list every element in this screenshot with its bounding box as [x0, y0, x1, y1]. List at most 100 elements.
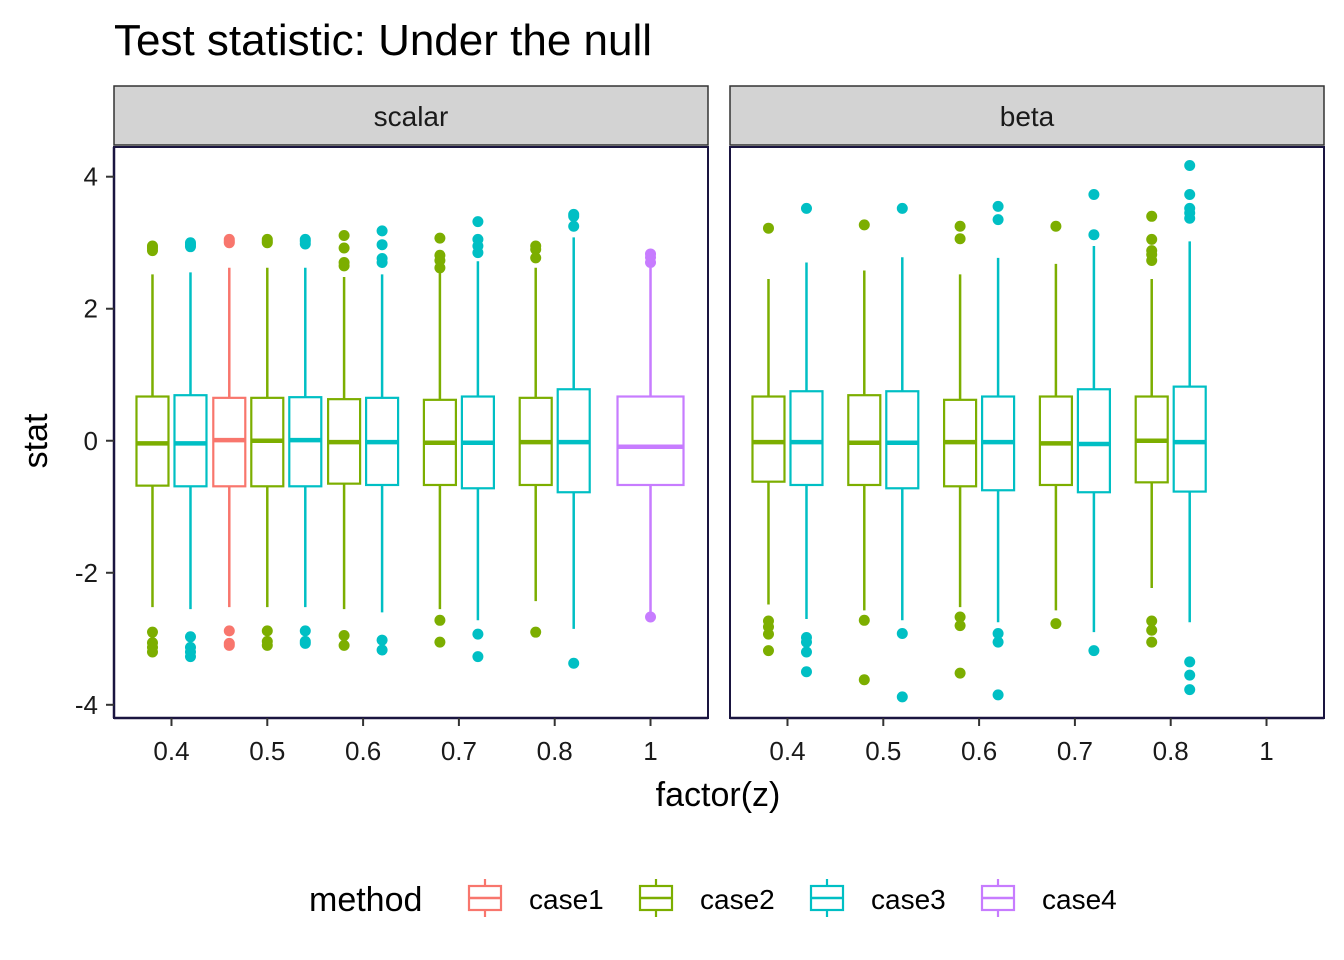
outlier-point [184, 631, 196, 643]
outlier-point [568, 210, 580, 222]
outlier-point [992, 214, 1004, 226]
box-case2-0.6 [326, 229, 362, 651]
box-case2-0.8 [518, 240, 553, 638]
outlier-point [299, 637, 311, 649]
outlier-point [1050, 220, 1062, 232]
box-body [1076, 388, 1112, 494]
box-case2-0.8 [1134, 210, 1169, 648]
outlier-point [992, 689, 1004, 701]
y-tick-label: -4 [75, 690, 98, 720]
outlier-point [1146, 210, 1158, 222]
outlier-point [434, 262, 446, 274]
outlier-point [338, 242, 350, 254]
outlier-point [146, 626, 158, 638]
box-body [789, 390, 824, 487]
box-case2-0.4 [135, 240, 170, 658]
box-case3-0.6 [364, 225, 400, 656]
outlier-point [800, 666, 812, 678]
panel-beta: beta 0.4 0.5 0.6 0.7 0.8 1 [729, 85, 1325, 766]
legend-item-case1: case1 [467, 879, 604, 917]
outlier-point [530, 626, 542, 638]
outlier-point [472, 247, 484, 259]
box-case3-0.8 [556, 208, 591, 669]
outlier-point [645, 257, 657, 269]
box-body [847, 394, 882, 487]
box-case2-0.5 [847, 219, 882, 686]
outlier-point [530, 252, 542, 264]
box-case2-0.5 [250, 233, 285, 651]
outlier-point [376, 225, 388, 237]
x-tick-label: 0.8 [1153, 736, 1189, 766]
y-axis: -4 -2 0 2 4 [75, 147, 116, 720]
x-axis-title: factor(z) [656, 776, 781, 814]
outlier-point [645, 611, 657, 623]
outlier-point [992, 200, 1004, 212]
panel-frame [729, 146, 1325, 719]
box-body [885, 390, 920, 490]
x-tick-label: 0.7 [1057, 736, 1093, 766]
outlier-point [1088, 189, 1100, 201]
x-tick-label: 1 [1259, 736, 1273, 766]
legend: method case1 case2 case3 case4 [309, 879, 1117, 919]
x-tick-label: 0.5 [865, 736, 901, 766]
outlier-point [338, 260, 350, 272]
facet-label: beta [1000, 101, 1055, 132]
legend-item-case4: case4 [980, 879, 1117, 917]
outlier-point [762, 628, 774, 640]
legend-item-case2: case2 [638, 879, 775, 917]
outlier-point [223, 625, 235, 637]
box-case3-0.5 [885, 202, 920, 703]
box-body [1172, 385, 1207, 493]
outlier-point [1050, 618, 1062, 630]
box-body [135, 395, 170, 487]
outlier-point [376, 239, 388, 251]
outlier-point [858, 674, 870, 686]
facet-strip [729, 85, 1325, 146]
x-tick-label: 0.7 [441, 736, 477, 766]
x-tick-label: 0.8 [537, 736, 573, 766]
outlier-point [800, 202, 812, 214]
box-case3-0.4 [173, 237, 208, 663]
outlier-point [261, 237, 273, 249]
outlier-point [896, 628, 908, 640]
outlier-point [1184, 669, 1196, 681]
panel-scalar: scalar 0.4 0.5 0.6 0.7 0.8 1 [113, 85, 709, 766]
outlier-point [184, 241, 196, 253]
outlier-point [338, 639, 350, 651]
outlier-point [896, 691, 908, 703]
outlier-point [1146, 636, 1158, 648]
box-case4-1 [616, 248, 685, 623]
outlier-point [223, 639, 235, 651]
x-tick-label: 0.6 [961, 736, 997, 766]
box-body [751, 395, 786, 483]
y-tick-label: 0 [84, 426, 98, 456]
box-case2-0.7 [422, 232, 458, 648]
legend-label: case1 [529, 884, 604, 915]
box-case2-0.7 [1038, 220, 1074, 630]
outlier-point [261, 625, 273, 637]
x-tick-label: 0.4 [769, 736, 805, 766]
box-case3-0.4 [789, 202, 824, 678]
outlier-point [762, 222, 774, 234]
outlier-point [858, 614, 870, 626]
outlier-point [376, 257, 388, 269]
y-tick-label: 2 [84, 294, 98, 324]
legend-label: case3 [871, 884, 946, 915]
outlier-point [146, 245, 158, 257]
outlier-point [434, 614, 446, 626]
box-case3-0.7 [1076, 189, 1112, 657]
outlier-point [954, 233, 966, 245]
x-tick-label: 1 [643, 736, 657, 766]
outlier-point [434, 232, 446, 244]
outlier-point [954, 667, 966, 679]
outlier-point [954, 611, 966, 623]
outlier-point [568, 657, 580, 669]
outlier-point [1184, 159, 1196, 171]
outlier-point [1184, 656, 1196, 668]
outlier-point [896, 202, 908, 214]
outlier-point [1088, 645, 1100, 657]
legend-title: method [309, 881, 422, 919]
outlier-point [1184, 189, 1196, 201]
outlier-point [184, 651, 196, 663]
outlier-point [434, 636, 446, 648]
